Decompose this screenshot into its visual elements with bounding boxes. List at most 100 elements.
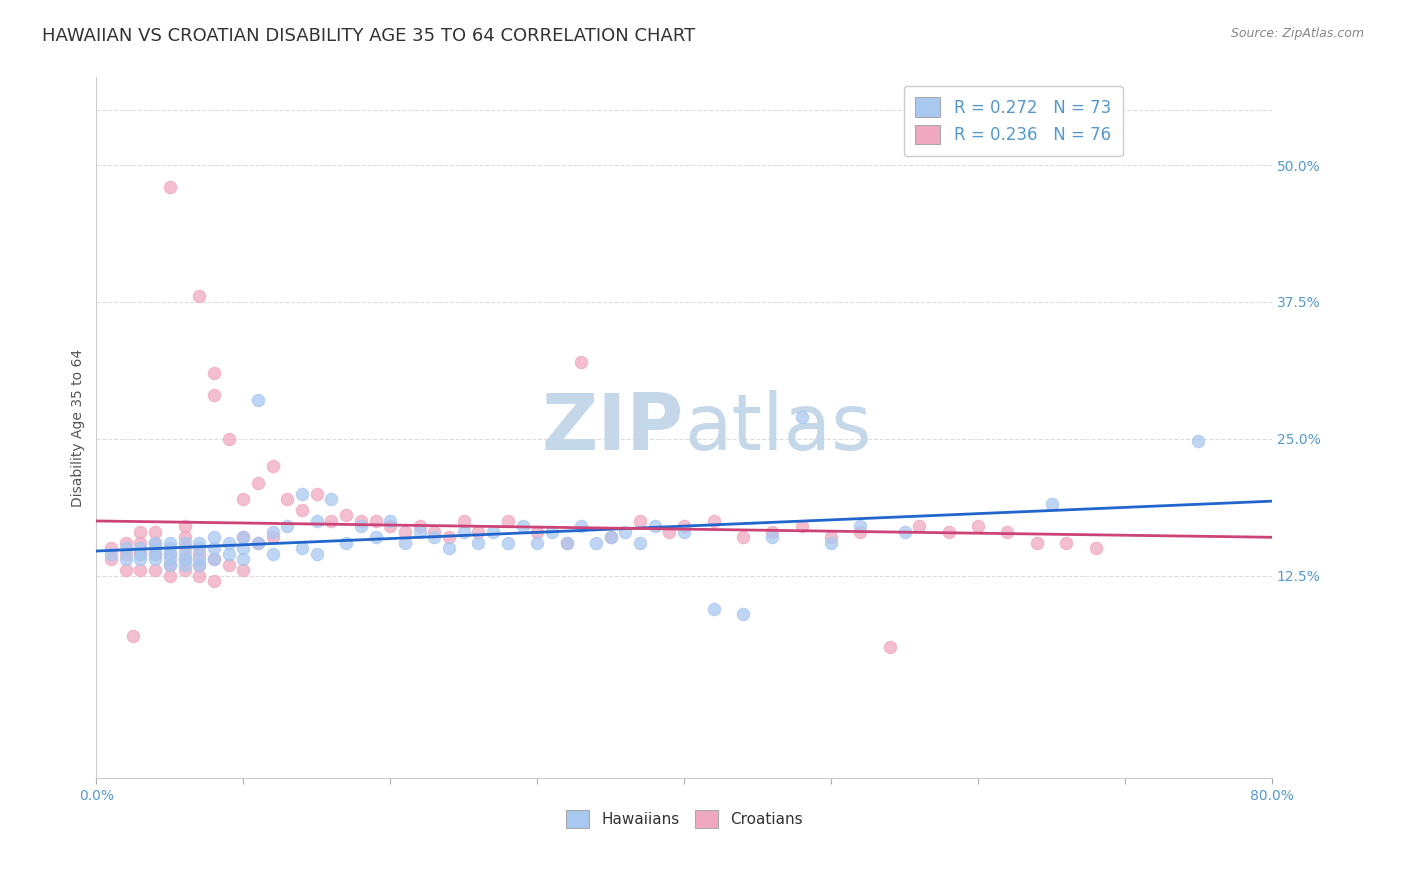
Point (173, 552, 195, 566)
Point (188, 552, 211, 566)
Point (129, 547, 152, 561)
Point (202, 552, 225, 566)
Point (276, 491, 298, 506)
Point (453, 514, 475, 528)
Point (291, 541, 314, 556)
Point (262, 547, 284, 561)
Point (159, 541, 181, 556)
Point (364, 514, 387, 528)
Point (173, 541, 195, 556)
Point (703, 601, 725, 615)
Point (628, 514, 651, 528)
Point (122, 629, 145, 643)
Point (100, 541, 122, 556)
Point (997, 524, 1019, 539)
Point (232, 552, 254, 566)
Point (321, 514, 343, 528)
Point (262, 524, 284, 539)
Point (423, 524, 446, 539)
Point (893, 524, 915, 539)
Point (232, 530, 254, 544)
Point (246, 536, 269, 550)
Point (305, 547, 328, 561)
Point (731, 607, 754, 621)
Point (350, 514, 373, 528)
Point (790, 519, 813, 533)
Point (291, 486, 314, 500)
Point (305, 514, 328, 528)
Point (703, 514, 725, 528)
Point (246, 475, 269, 490)
Point (143, 547, 166, 561)
Point (350, 519, 373, 533)
Point (423, 530, 446, 544)
Point (408, 519, 430, 533)
Point (673, 519, 696, 533)
Point (380, 519, 402, 533)
Point (188, 547, 211, 561)
Point (143, 563, 166, 577)
Point (879, 640, 901, 654)
Point (159, 536, 181, 550)
Point (496, 514, 519, 528)
Point (555, 536, 578, 550)
Point (232, 563, 254, 577)
Point (526, 524, 548, 539)
Point (159, 558, 181, 572)
Point (218, 536, 240, 550)
Point (761, 530, 783, 544)
Point (246, 393, 269, 408)
Point (202, 530, 225, 544)
Point (1187, 434, 1209, 448)
Point (202, 366, 225, 380)
Point (114, 563, 136, 577)
Point (394, 524, 416, 539)
Text: ZIP: ZIP (541, 390, 685, 466)
Point (394, 536, 416, 550)
Point (262, 459, 284, 474)
Point (218, 558, 240, 572)
Point (364, 530, 387, 544)
Point (159, 552, 181, 566)
Point (437, 530, 460, 544)
Point (555, 536, 578, 550)
Point (143, 541, 166, 556)
Point (129, 524, 152, 539)
Point (1025, 536, 1047, 550)
Point (129, 536, 152, 550)
Point (335, 508, 357, 523)
Point (761, 524, 783, 539)
Point (129, 547, 152, 561)
Point (938, 524, 960, 539)
Point (202, 541, 225, 556)
Point (129, 552, 152, 566)
Point (820, 536, 842, 550)
Point (188, 541, 211, 556)
Point (218, 432, 240, 446)
Point (644, 519, 666, 533)
Point (262, 530, 284, 544)
Point (482, 524, 505, 539)
Text: HAWAIIAN VS CROATIAN DISABILITY AGE 35 TO 64 CORRELATION CHART: HAWAIIAN VS CROATIAN DISABILITY AGE 35 T… (42, 27, 696, 45)
Point (232, 541, 254, 556)
Point (202, 552, 225, 566)
Point (143, 552, 166, 566)
Point (276, 519, 298, 533)
Point (143, 524, 166, 539)
Point (100, 547, 122, 561)
Point (173, 536, 195, 550)
Point (658, 524, 681, 539)
Point (143, 547, 166, 561)
Text: atlas: atlas (685, 390, 872, 466)
Point (159, 547, 181, 561)
Point (218, 547, 240, 561)
Point (159, 558, 181, 572)
Point (100, 552, 122, 566)
Point (129, 563, 152, 577)
Point (1084, 541, 1107, 556)
Point (599, 530, 621, 544)
Legend: Hawaiians, Croatians: Hawaiians, Croatians (560, 804, 808, 834)
Point (496, 536, 519, 550)
Point (585, 536, 607, 550)
Point (173, 558, 195, 572)
